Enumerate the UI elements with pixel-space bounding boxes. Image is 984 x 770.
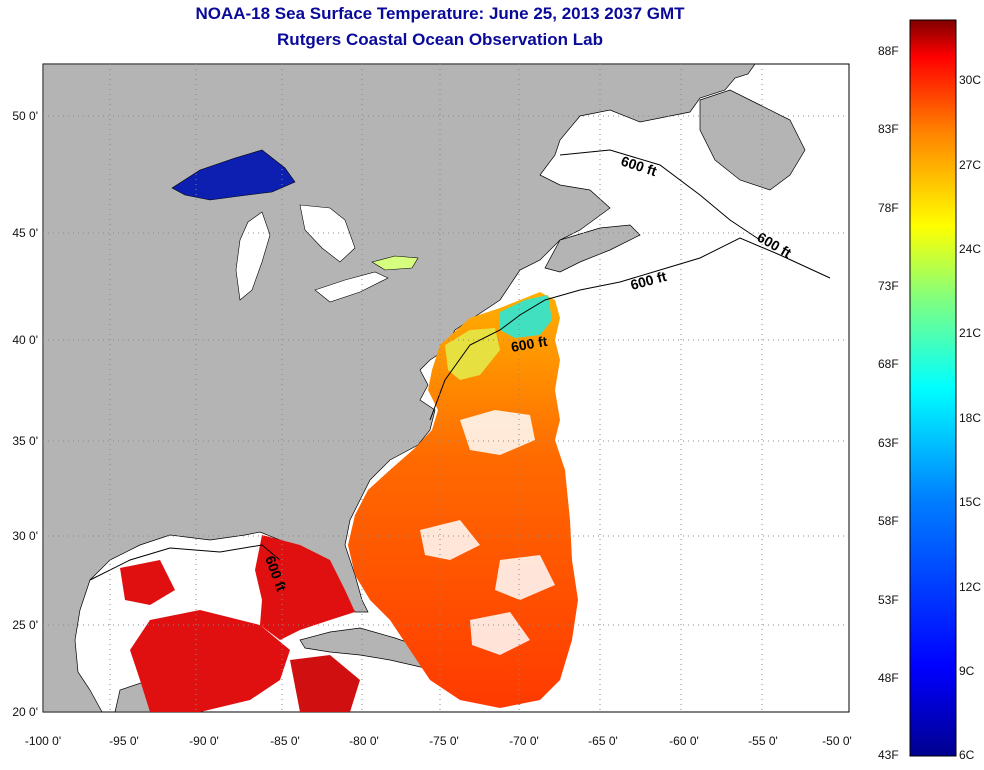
colorbar-c-label: 30C bbox=[959, 73, 982, 87]
lon-tick: -85 0' bbox=[270, 734, 300, 748]
lat-tick: 40 0' bbox=[12, 333, 38, 347]
colorbar-f-label: 83F bbox=[878, 122, 899, 136]
graticule bbox=[43, 64, 849, 712]
lon-tick: -50 0' bbox=[822, 734, 852, 748]
lon-tick: -95 0' bbox=[109, 734, 139, 748]
map-subtitle: Rutgers Coastal Ocean Observation Lab bbox=[277, 30, 603, 49]
depth-contour bbox=[89, 149, 831, 581]
lon-tick: -80 0' bbox=[349, 734, 379, 748]
colorbar-c-label: 15C bbox=[959, 495, 982, 509]
colorbar-f-label: 58F bbox=[878, 514, 899, 528]
lon-tick: -75 0' bbox=[429, 734, 459, 748]
colorbar-f-label: 88F bbox=[878, 44, 899, 58]
colorbar-f-label: 63F bbox=[878, 436, 899, 450]
colorbar-c-label: 18C bbox=[959, 411, 982, 425]
colorbar-f-label: 78F bbox=[878, 201, 899, 215]
lon-tick: -60 0' bbox=[669, 734, 699, 748]
lat-tick: 25 0' bbox=[12, 618, 38, 632]
lon-tick: -65 0' bbox=[588, 734, 618, 748]
map-title: NOAA-18 Sea Surface Temperature: June 25… bbox=[195, 4, 685, 23]
colorbar-c-label: 12C bbox=[959, 580, 982, 594]
lon-tick: -70 0' bbox=[509, 734, 539, 748]
lat-tick: 35 0' bbox=[12, 434, 38, 448]
colorbar-f-label: 43F bbox=[878, 748, 899, 762]
colorbar-f-label: 53F bbox=[878, 593, 899, 607]
colorbar-c-label: 9C bbox=[959, 664, 975, 678]
lon-tick: -55 0' bbox=[748, 734, 778, 748]
lat-tick: 45 0' bbox=[12, 226, 38, 240]
lat-tick: 30 0' bbox=[12, 529, 38, 543]
colorbar-f-label: 73F bbox=[878, 279, 899, 293]
lon-tick-labels: -100 0' -95 0' -90 0' -85 0' -80 0' -75 … bbox=[25, 734, 852, 748]
sst-swath bbox=[348, 292, 578, 708]
lon-tick: -90 0' bbox=[189, 734, 219, 748]
contour-label-4: 600 ft bbox=[510, 333, 549, 355]
colorbar bbox=[909, 19, 957, 757]
colorbar-c-label: 21C bbox=[959, 326, 982, 340]
lat-tick-labels: 50 0' 45 0' 40 0' 35 0' 30 0' 25 0' 20 0… bbox=[12, 109, 38, 719]
colorbar-f-label: 48F bbox=[878, 671, 899, 685]
lon-tick: -100 0' bbox=[25, 734, 61, 748]
colorbar-c-label: 24C bbox=[959, 242, 982, 256]
colorbar-c-label: 6C bbox=[959, 748, 975, 762]
colorbar-c-label: 27C bbox=[959, 158, 982, 172]
lat-tick: 50 0' bbox=[12, 109, 38, 123]
great-lakes bbox=[171, 149, 419, 303]
colorbar-f-label: 68F bbox=[878, 357, 899, 371]
lat-tick: 20 0' bbox=[12, 705, 38, 719]
gulf-sst bbox=[120, 535, 360, 712]
